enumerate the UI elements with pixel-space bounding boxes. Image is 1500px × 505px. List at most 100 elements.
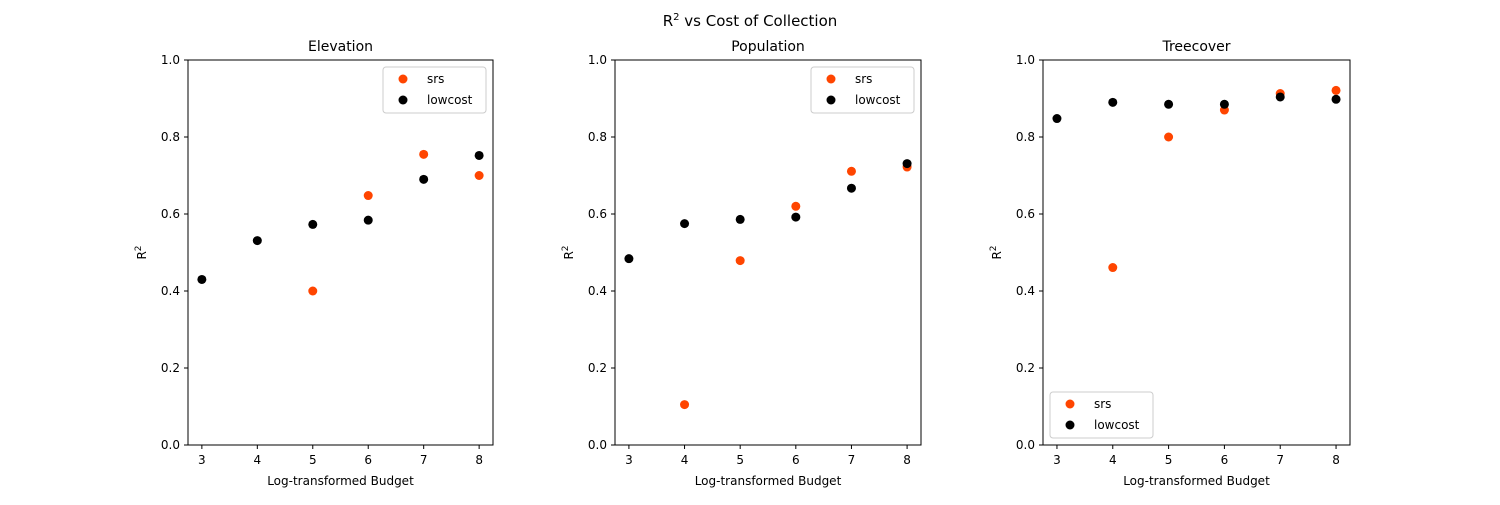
- figure-title-rest: vs Cost of Collection: [680, 12, 838, 30]
- series-srs: [680, 162, 912, 410]
- y-axis-label-r: R: [990, 251, 1004, 259]
- data-point-srs: [1331, 85, 1341, 95]
- legend-box: [382, 66, 487, 114]
- y-tick-label: 0.0: [588, 438, 607, 452]
- x-tick-label: 6: [792, 453, 800, 467]
- subplot-title: Treecover: [1161, 39, 1230, 55]
- legend-marker-srs: [1065, 399, 1075, 409]
- y-tick-label: 0.2: [588, 361, 607, 375]
- y-tick-label: 0.8: [588, 130, 607, 144]
- y-tick-label: 0.8: [1016, 130, 1035, 144]
- x-tick-label: 7: [848, 453, 856, 467]
- data-point-lowcost: [1275, 92, 1285, 102]
- series-lowcost: [1052, 92, 1341, 124]
- legend: srs lowcost: [382, 66, 487, 114]
- y-tick-label: 0.6: [588, 207, 607, 221]
- subplots: Elevation 3 4 5 6 7 8 0.0 0.2 0.4 0.6 0.8 1.0 Log-tra…: [134, 39, 1351, 488]
- x-tick-label: 8: [1332, 453, 1340, 467]
- x-tick-label: 3: [1053, 453, 1061, 467]
- legend-marker-srs: [398, 74, 408, 84]
- x-tick-label: 6: [364, 453, 372, 467]
- y-tick-label: 0.8: [161, 130, 180, 144]
- data-point-lowcost: [419, 174, 429, 184]
- data-point-srs: [735, 256, 745, 266]
- data-point-lowcost: [1164, 99, 1174, 109]
- data-point-lowcost: [902, 159, 912, 169]
- y-tick-label: 1.0: [588, 53, 607, 67]
- x-tick-label: 5: [736, 453, 744, 467]
- data-point-lowcost: [252, 236, 262, 246]
- data-point-srs: [1164, 132, 1174, 142]
- x-tick-label: 3: [198, 453, 206, 467]
- y-axis-label-r: R: [135, 251, 149, 259]
- y-tick-label: 0.0: [161, 438, 180, 452]
- legend-marker-lowcost: [1065, 420, 1075, 430]
- axes-frame: [187, 59, 494, 446]
- x-axis-label: Log-transformed Budget: [267, 474, 414, 488]
- x-axis-label: Log-transformed Budget: [1123, 474, 1270, 488]
- x-tick-label: 8: [903, 453, 911, 467]
- axes-frame: [1042, 59, 1351, 446]
- y-axis-label-superscript: 2: [134, 245, 144, 251]
- legend-box: [810, 66, 915, 114]
- data-point-lowcost: [1052, 114, 1062, 124]
- data-point-lowcost: [791, 212, 801, 222]
- subplot-title: Population: [731, 39, 805, 55]
- legend-label-lowcost: lowcost: [427, 93, 473, 107]
- data-point-srs: [419, 149, 429, 159]
- x-tick-label: 8: [475, 453, 483, 467]
- data-point-lowcost: [474, 150, 484, 160]
- data-point-srs: [474, 171, 484, 180]
- data-point-lowcost: [308, 219, 318, 229]
- y-tick-label: 1.0: [161, 53, 180, 67]
- y-tick-label: 1.0: [1016, 53, 1035, 67]
- y-axis-label-superscript: 2: [989, 245, 999, 251]
- series-srs: [308, 149, 484, 296]
- legend-label-lowcost: lowcost: [855, 93, 901, 107]
- subplot-title: Elevation: [308, 39, 373, 55]
- data-point-lowcost: [735, 214, 745, 224]
- series-lowcost: [197, 150, 484, 284]
- legend-marker-srs: [826, 74, 836, 84]
- axes-frame: [614, 59, 922, 446]
- data-point-lowcost: [1108, 97, 1118, 107]
- y-tick-label: 0.6: [1016, 207, 1035, 221]
- data-point-srs: [680, 400, 690, 410]
- x-tick-label: 6: [1221, 453, 1229, 467]
- figure-title-r: R: [663, 12, 673, 30]
- data-point-lowcost: [624, 254, 634, 264]
- y-tick-label: 0.4: [588, 284, 607, 298]
- legend-box: [1049, 391, 1154, 439]
- data-point-lowcost: [1331, 94, 1341, 104]
- x-tick-label: 4: [253, 453, 261, 467]
- series-srs: [1108, 85, 1341, 273]
- subplot-elevation: Elevation 3 4 5 6 7 8 0.0 0.2 0.4 0.6 0.8 1.0 Log-tra…: [134, 39, 494, 488]
- x-tick-label: 3: [625, 453, 633, 467]
- figure-title: R2 vs Cost of Collection: [663, 12, 838, 30]
- subplot-treecover: Treecover 3 4 5 6 7 8 0.0 0.2 0.4 0.6 0.8 1.0 Log-tra…: [989, 39, 1351, 488]
- legend-label-srs: srs: [427, 72, 444, 86]
- data-point-lowcost: [197, 274, 207, 284]
- x-tick-label: 5: [1165, 453, 1173, 467]
- legend-marker-lowcost: [826, 95, 836, 105]
- y-axis-label: R2: [989, 245, 1004, 259]
- x-tick-label: 7: [1276, 453, 1284, 467]
- data-point-lowcost: [363, 215, 373, 225]
- y-tick-label: 0.4: [161, 284, 180, 298]
- data-point-srs: [846, 166, 856, 176]
- data-point-srs: [791, 201, 801, 211]
- x-tick-label: 4: [1109, 453, 1117, 467]
- data-point-srs: [308, 286, 318, 296]
- subplot-population: Population 3 4 5 6 7 8 0.0 0.2 0.4 0.6 0.8 1.0 Log-tr…: [561, 39, 922, 488]
- y-tick-label: 0.6: [161, 207, 180, 221]
- y-tick-label: 0.0: [1016, 438, 1035, 452]
- y-axis-label-r: R: [562, 251, 576, 259]
- x-tick-label: 7: [420, 453, 428, 467]
- series-lowcost: [624, 159, 912, 264]
- legend-label-srs: srs: [1094, 397, 1111, 411]
- y-axis-label: R2: [134, 245, 149, 259]
- data-point-lowcost: [846, 183, 856, 193]
- y-axis-label: R2: [561, 245, 576, 259]
